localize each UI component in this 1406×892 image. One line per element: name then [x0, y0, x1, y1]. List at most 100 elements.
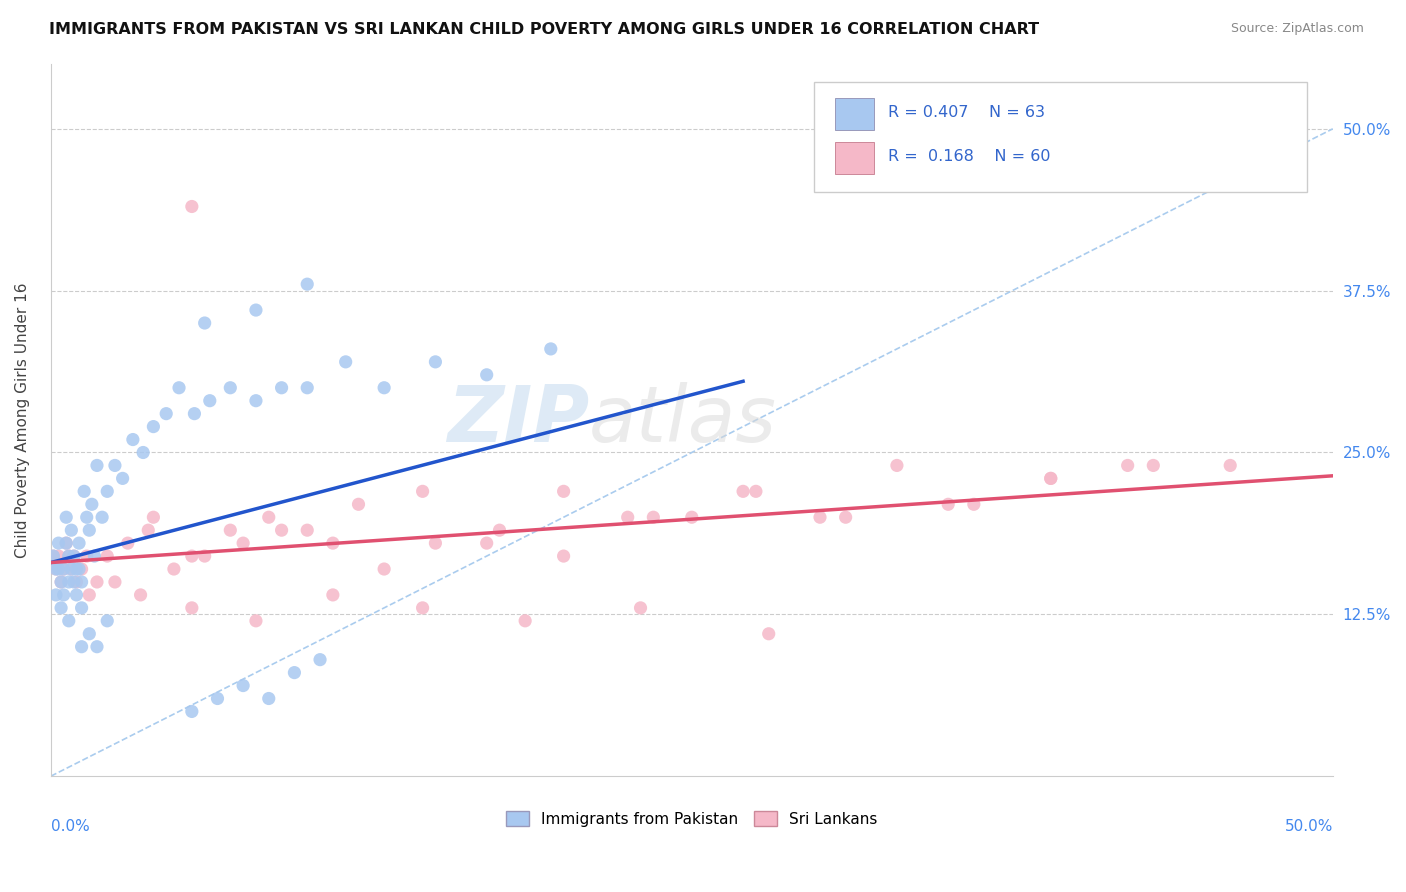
- Point: [80, 497, 103, 511]
- Point: [207, 691, 229, 706]
- Point: [58, 549, 80, 563]
- Point: [681, 510, 703, 524]
- Point: [83, 549, 105, 563]
- Point: [245, 393, 267, 408]
- Point: [58, 574, 80, 589]
- Point: [49, 600, 72, 615]
- Point: [63, 549, 86, 563]
- Point: [886, 458, 908, 473]
- Y-axis label: Child Poverty Among Girls Under 16: Child Poverty Among Girls Under 16: [15, 283, 30, 558]
- Point: [963, 497, 986, 511]
- Point: [373, 562, 395, 576]
- Point: [86, 574, 108, 589]
- Point: [1219, 458, 1241, 473]
- Point: [1142, 458, 1164, 473]
- Text: IMMIGRANTS FROM PAKISTAN VS SRI LANKAN CHILD POVERTY AMONG GIRLS UNDER 16 CORREL: IMMIGRANTS FROM PAKISTAN VS SRI LANKAN C…: [49, 22, 1039, 37]
- Point: [55, 510, 77, 524]
- Text: 0.0%: 0.0%: [51, 819, 90, 834]
- Point: [132, 445, 155, 459]
- Point: [111, 471, 134, 485]
- Point: [45, 562, 67, 576]
- Point: [488, 523, 510, 537]
- Point: [122, 433, 145, 447]
- Point: [70, 574, 93, 589]
- Point: [630, 600, 652, 615]
- Point: [297, 523, 319, 537]
- Point: [425, 536, 447, 550]
- Point: [322, 536, 344, 550]
- Point: [79, 626, 101, 640]
- FancyBboxPatch shape: [835, 143, 875, 175]
- Point: [96, 614, 118, 628]
- FancyBboxPatch shape: [814, 82, 1308, 193]
- Point: [52, 562, 75, 576]
- Point: [155, 407, 177, 421]
- Point: [117, 536, 139, 550]
- Legend: Immigrants from Pakistan, Sri Lankans: Immigrants from Pakistan, Sri Lankans: [501, 805, 883, 832]
- Point: [1039, 471, 1062, 485]
- Point: [76, 549, 98, 563]
- Text: ZIP: ZIP: [447, 382, 589, 458]
- Point: [1039, 471, 1062, 485]
- Point: [86, 458, 108, 473]
- Point: [49, 574, 72, 589]
- Point: [142, 419, 165, 434]
- Text: 50.0%: 50.0%: [1285, 819, 1333, 834]
- Point: [232, 679, 254, 693]
- Point: [257, 510, 280, 524]
- Point: [104, 574, 127, 589]
- Point: [104, 458, 127, 473]
- Point: [745, 484, 768, 499]
- Point: [198, 393, 221, 408]
- Point: [45, 588, 67, 602]
- Point: [834, 510, 856, 524]
- Text: R =  0.168    N = 60: R = 0.168 N = 60: [889, 149, 1050, 164]
- Point: [245, 303, 267, 318]
- Point: [297, 277, 319, 292]
- Point: [347, 497, 370, 511]
- Point: [67, 536, 90, 550]
- Point: [167, 381, 190, 395]
- FancyBboxPatch shape: [835, 97, 875, 129]
- Point: [79, 523, 101, 537]
- Point: [373, 381, 395, 395]
- Point: [58, 614, 80, 628]
- Point: [163, 562, 186, 576]
- Point: [257, 691, 280, 706]
- Point: [48, 562, 70, 576]
- Point: [60, 562, 83, 576]
- Point: [91, 510, 114, 524]
- Point: [475, 536, 498, 550]
- Point: [283, 665, 305, 680]
- Point: [515, 614, 537, 628]
- Point: [48, 536, 70, 550]
- Point: [758, 626, 780, 640]
- Point: [48, 549, 70, 563]
- Point: [180, 549, 202, 563]
- Point: [86, 640, 108, 654]
- Point: [42, 549, 65, 563]
- Point: [76, 510, 98, 524]
- Point: [52, 588, 75, 602]
- Point: [643, 510, 665, 524]
- Point: [616, 510, 638, 524]
- Point: [232, 536, 254, 550]
- Point: [52, 562, 75, 576]
- Point: [65, 562, 87, 576]
- Point: [70, 562, 93, 576]
- Point: [270, 381, 292, 395]
- Point: [70, 640, 93, 654]
- Point: [96, 549, 118, 563]
- Point: [1116, 458, 1139, 473]
- Point: [553, 484, 575, 499]
- Point: [55, 536, 77, 550]
- Point: [245, 614, 267, 628]
- Point: [808, 510, 831, 524]
- Point: [70, 600, 93, 615]
- Point: [297, 381, 319, 395]
- Text: Source: ZipAtlas.com: Source: ZipAtlas.com: [1230, 22, 1364, 36]
- Point: [194, 316, 217, 330]
- Point: [45, 562, 67, 576]
- Point: [65, 588, 87, 602]
- Point: [129, 588, 152, 602]
